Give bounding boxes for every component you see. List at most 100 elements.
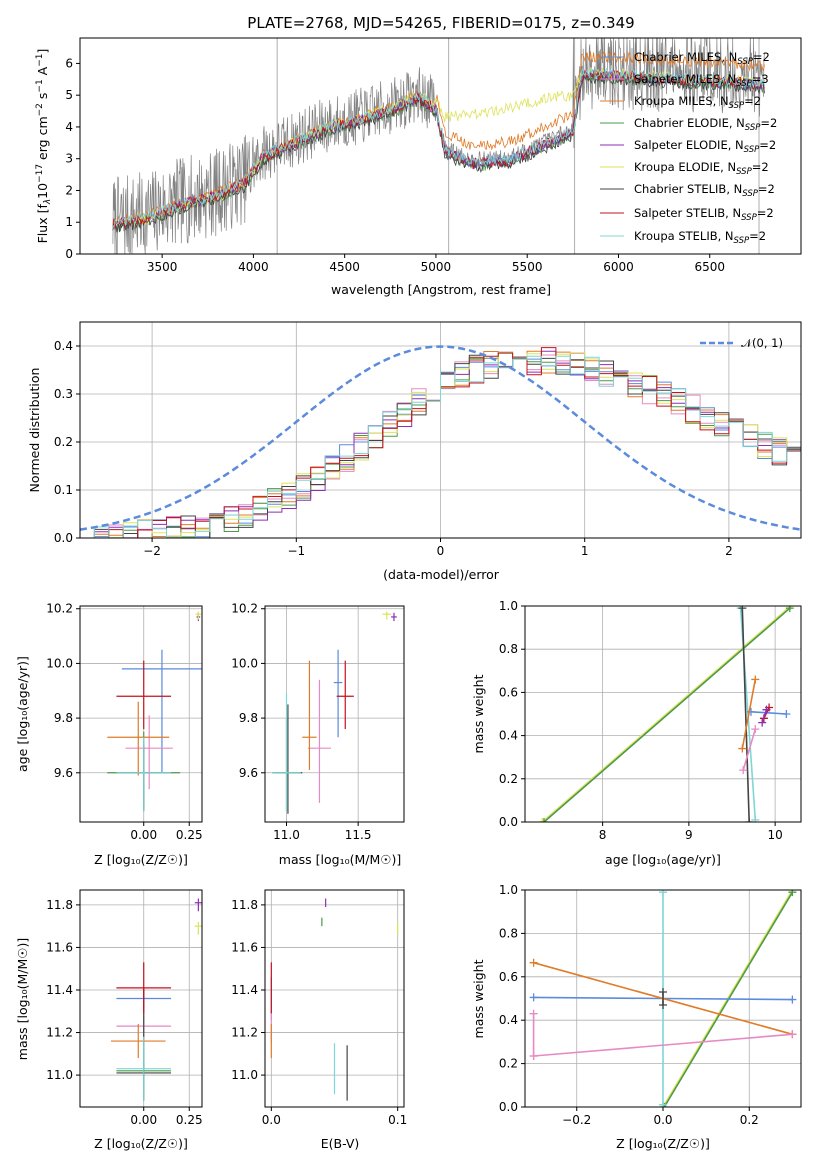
- mw-z-xlabel: Z [log₁₀(Z/Z☉)]: [616, 1136, 710, 1151]
- x-tick-label: 5500: [512, 260, 543, 274]
- mass-weight-marker-chabrier-stelib: [745, 818, 754, 822]
- axes-frame: [79, 605, 203, 823]
- mass-weight-marker-chabrier-elodie: [539, 818, 548, 822]
- legend-chabrier-miles: Chabrier MILES, NSSP=2: [634, 50, 770, 67]
- mass-weight-marker-salpeter-miles: [529, 1052, 538, 1061]
- model-spectrum-kroupa-miles: [112, 50, 765, 227]
- axes-frame: [264, 605, 405, 823]
- legend-kroupa-stelib: Kroupa STELIB, NSSP=2: [634, 229, 766, 246]
- x-tick-label: 6500: [694, 260, 725, 274]
- mass-weight-marker-salpeter-miles: [751, 725, 760, 734]
- y-tick-label: 0.4: [499, 1013, 518, 1027]
- y-tick-label: 0.2: [499, 1057, 518, 1071]
- y-tick-label: 10.2: [46, 602, 73, 616]
- y-tick-label: 0.2: [499, 772, 518, 786]
- mass-weight-marker-chabrier-elodie: [788, 890, 797, 897]
- x-tick-label: 8: [599, 828, 607, 842]
- x-tick-label: 1: [581, 544, 589, 558]
- residuals-xlabel: (data-model)/error: [383, 567, 500, 582]
- x-tick-label: −1: [287, 544, 305, 558]
- mass-weight-marker-kroupa-elodie: [538, 818, 547, 822]
- x-tick-label: 0.0: [653, 1113, 672, 1127]
- axes-frame: [79, 37, 802, 255]
- y-tick-label: 6: [65, 56, 73, 70]
- mass-weight-marker-kroupa-stelib: [751, 815, 760, 822]
- residuals-ylabel: Normed distribution: [27, 368, 42, 493]
- mass-weight-marker-chabrier-stelib: [659, 1001, 667, 1010]
- mass-weight-line-kroupa-elodie: [541, 606, 792, 822]
- spectrum-legend: Chabrier MILES, NSSP=2 Salpeter MILES, N…: [600, 50, 777, 246]
- y-tick-label: 0.4: [54, 339, 73, 353]
- x-tick-label: 6000: [603, 260, 634, 274]
- mass-weight-marker-salpeter-miles: [739, 766, 748, 775]
- y-tick-label: 1.0: [499, 599, 518, 613]
- y-tick-label: 9.6: [239, 766, 258, 780]
- residual-hist-kroupa-stelib: [80, 355, 801, 538]
- legend-kroupa-elodie: Kroupa ELODIE, NSSP=2: [634, 160, 769, 177]
- y-tick-label: 0.0: [54, 531, 73, 545]
- x-tick-label: 4500: [329, 260, 360, 274]
- y-tick-label: 4: [65, 120, 73, 134]
- legend-salpeter-miles: Salpeter MILES, NSSP=3: [634, 72, 769, 89]
- x-tick-label: 4000: [238, 260, 269, 274]
- mass-weight-line-chabrier-stelib: [741, 608, 750, 822]
- spectrum-panel: 3500 4000 4500 5000 5500 6000 6500 0 1 2 3 4 5 6 wave…: [35, 37, 802, 297]
- residuals-panel: −2 −1 0 1 2 0.0 0.1 0.2 0.3 0.4 (data-model)/erro…: [27, 321, 802, 582]
- y-tick-label: 11.8: [46, 898, 73, 912]
- mw-age-xlabel: age [log₁₀(age/yr)]: [605, 852, 721, 867]
- y-tick-label: 10.0: [231, 656, 258, 670]
- x-tick-label: 9: [685, 828, 693, 842]
- y-tick-label: 2: [65, 183, 73, 197]
- y-tick-label: 11.2: [231, 1026, 258, 1040]
- x-tick-label: −0.2: [562, 1113, 591, 1127]
- y-tick-label: 3: [65, 152, 73, 166]
- x-tick-label: 0.0: [262, 1113, 281, 1127]
- residual-hist-chabrier-stelib: [80, 354, 801, 538]
- y-tick-label: 11.4: [46, 983, 73, 997]
- mass-vs-ebv-panel: 0.0 0.1 11.0 11.2 11.4 11.6 11.8 E(B-V): [231, 889, 407, 1151]
- y-tick-label: 10.0: [46, 656, 73, 670]
- age-vs-mass-panel: 11.0 11.5 9.6 9.8 10.0 10.2 mass [log₁₀(M/M☉)…: [231, 602, 405, 867]
- x-tick-label: 0.00: [130, 1113, 157, 1127]
- legend-chabrier-elodie: Chabrier ELODIE, NSSP=2: [634, 116, 777, 133]
- y-tick-label: 10.2: [231, 602, 258, 616]
- mass-weight-vs-z-panel: −0.2 0.0 0.2 0.0 0.2 0.4 0.6 0.8 1.0 Z [log₁₀(Z/…: [471, 883, 802, 1151]
- mass-z-xlabel: Z [log₁₀(Z/Z☉)]: [94, 1136, 188, 1151]
- age-z-xlabel: Z [log₁₀(Z/Z☉)]: [94, 852, 188, 867]
- y-tick-label: 0.3: [54, 387, 73, 401]
- axes-frame: [264, 889, 405, 1108]
- legend-gaussian: 𝒩(0, 1): [741, 336, 783, 350]
- x-tick-label: 10: [767, 828, 782, 842]
- mass-weight-marker-chabrier-miles: [529, 993, 538, 1002]
- mass-weight-line-chabrier-miles: [750, 711, 787, 715]
- mass-weight-line-kroupa-miles: [741, 679, 757, 749]
- mass-weight-marker-chabrier-elodie: [785, 606, 794, 613]
- mass-weight-marker-chabrier-stelib: [659, 987, 667, 996]
- legend-kroupa-miles: Kroupa MILES, NSSP=2: [634, 94, 761, 111]
- axes-frame: [524, 605, 802, 823]
- x-tick-label: 0.00: [130, 828, 157, 842]
- y-tick-label: 9.6: [54, 766, 73, 780]
- x-tick-label: 3500: [147, 260, 178, 274]
- mass-weight-marker-salpeter-elodie: [758, 718, 767, 727]
- mass-weight-line-salpeter-elodie: [761, 709, 768, 723]
- mw-age-ylabel: mass weight: [471, 674, 486, 753]
- mass-weight-line-chabrier-elodie: [543, 607, 791, 822]
- model-spectrum-kroupa-stelib: [112, 67, 765, 229]
- age-z-ylabel: age [log₁₀(age/yr)]: [15, 656, 30, 772]
- x-tick-label: 5000: [421, 260, 452, 274]
- x-tick-label: 0.25: [176, 1113, 203, 1127]
- mass-weight-marker-salpeter-miles: [788, 1030, 797, 1039]
- y-tick-label: 0.8: [499, 642, 518, 656]
- mass-weight-vs-age-panel: 8 9 10 0.0 0.2 0.4 0.6 0.8 1.0 age [log₁₀(age/yr…: [471, 599, 802, 867]
- spectrum-ylabel: Flux [fλ10−17 erg cm−2 s−1 A−1]: [35, 49, 53, 244]
- mass-weight-marker-salpeter-miles: [529, 1009, 538, 1018]
- legend-chabrier-stelib: Chabrier STELIB, NSSP=2: [634, 182, 775, 199]
- y-tick-label: 11.8: [231, 898, 258, 912]
- axes-frame: [524, 889, 802, 1108]
- y-tick-label: 0.0: [499, 815, 518, 829]
- mass-weight-marker-chabrier-miles: [746, 707, 755, 716]
- mass-weight-line-salpeter-miles: [533, 1033, 793, 1057]
- x-tick-label: 0: [437, 544, 445, 558]
